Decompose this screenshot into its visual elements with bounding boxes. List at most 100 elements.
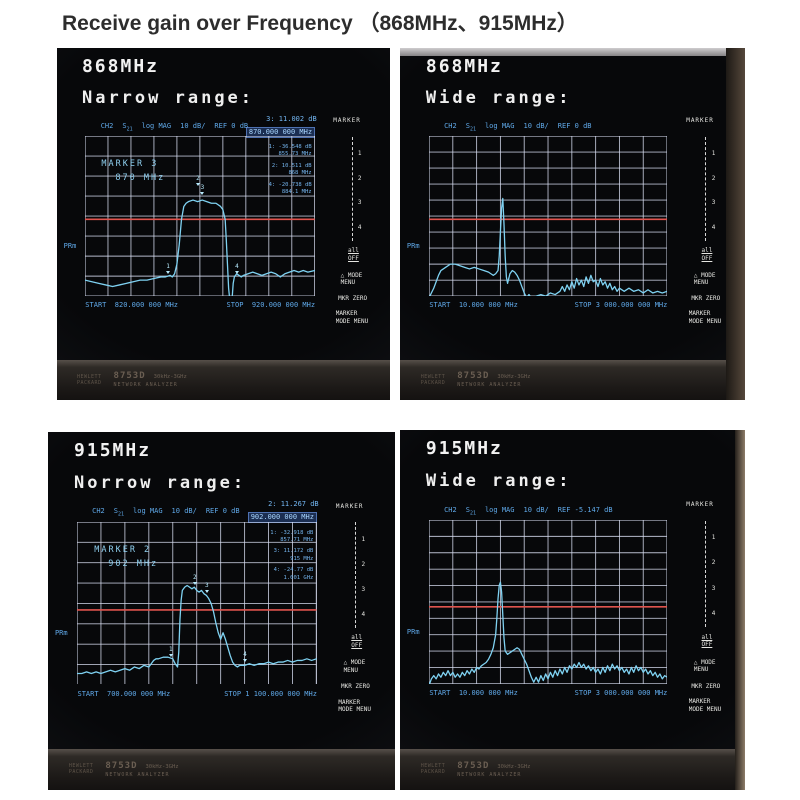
freq-label: 868MHz xyxy=(425,55,503,77)
model-number: 8753D xyxy=(457,371,490,382)
model-number: 8753D xyxy=(457,760,490,771)
softkey-dashed-line xyxy=(355,522,357,629)
model-block: 8753D 30kHz-3GHz NETWORK ANALYZER xyxy=(457,761,530,778)
marker-readout-list: 1: -36.548 dB 855.73 MHz 2: 10.511 dB 868 … xyxy=(269,144,312,201)
softkey-all-off: all OFF xyxy=(348,247,359,262)
softkey-all-off-line2: OFF xyxy=(701,641,713,649)
softkey-marker-title: MARKER xyxy=(686,501,714,508)
range-label: Wide range: xyxy=(425,88,572,109)
s-parameter-subscript: 21 xyxy=(469,126,476,133)
channel-label: CH2 xyxy=(444,122,457,131)
format-label: log MAG xyxy=(484,505,515,514)
softkey-marker-mode-menu: MARKER MODE MENU xyxy=(338,699,371,714)
format-label: log MAG xyxy=(133,507,163,516)
photo-868-narrow: 868MHz Narrow range: CH2 S21 log MAG 10 dB/… xyxy=(57,48,390,400)
marker-id-label: MARKER 2 902 MHz xyxy=(94,543,158,572)
pr-annotation: PRm xyxy=(54,628,68,637)
scale-label: 10 dB/ xyxy=(171,507,197,516)
door-background xyxy=(734,430,745,790)
softkey-dashed-line xyxy=(705,520,707,628)
softkey-marker-title: MARKER xyxy=(333,117,361,125)
s-parameter-label: S21 xyxy=(113,507,125,518)
readout-value: 4: -24.77 dB xyxy=(273,567,314,574)
maker-line2: PACKARD xyxy=(68,769,94,776)
marker-id-line1: MARKER 3 xyxy=(101,158,159,169)
maker-line1: HEWLETT xyxy=(68,763,94,770)
readout-value: 1: -36.548 dB xyxy=(268,144,312,150)
marker-flag-4: 4 xyxy=(243,651,248,662)
instrument-bezel: HEWLETT PACKARD 8753D 30kHz-3GHz NETWORK A… xyxy=(400,748,735,790)
start-frequency: START 10.000 000 MHz xyxy=(429,689,518,698)
softkey-delta-mode-line2: MENU xyxy=(693,666,709,674)
softkey-marker-mode-line1: MARKER xyxy=(688,698,711,706)
softkey-all-off-line2: OFF xyxy=(351,641,363,649)
readout-freq: 1.001 GHz xyxy=(283,574,314,581)
softkey-marker-mode-line1: MARKER xyxy=(335,310,358,318)
scale-label: 10 dB/ xyxy=(523,505,549,514)
readout-item: 1: -32.918 dB 857.71 MHz xyxy=(270,530,313,545)
softkey-all-off-line1: all xyxy=(351,634,363,642)
hp-logo: HEWLETT PACKARD xyxy=(421,374,446,386)
readout-item: 1: -36.548 dB 855.73 MHz xyxy=(269,144,312,159)
readout-item: 4: -24.77 dB 1.001 GHz xyxy=(270,567,314,582)
model-number: 8753D xyxy=(113,371,146,382)
readout-freq: 884.1 MHz xyxy=(281,189,312,196)
softkey-marker-3: 3 xyxy=(357,199,362,207)
start-frequency: START 10.000 000 MHz xyxy=(429,301,518,310)
softkey-marker-4: 4 xyxy=(361,610,366,618)
photo-915-narrow: 915MHz Norrow range: CH2 S21 log MAG 10 dB/… xyxy=(48,432,395,790)
photo-868-wide: 868MHz Wide range: CH2 S21 log MAG 10 dB/RE… xyxy=(400,48,745,400)
range-label: Norrow range: xyxy=(74,472,247,493)
s-parameter: S xyxy=(113,507,118,516)
marker-flag-1: 1 xyxy=(168,646,173,657)
readout-freq: 915 MHz xyxy=(290,555,314,562)
s-parameter-subscript: 21 xyxy=(118,511,125,518)
channel-label: CH2 xyxy=(92,507,105,516)
stop-frequency: STOP 3 000.000 000 MHz xyxy=(574,301,668,310)
softkey-marker-mode-line1: MARKER xyxy=(688,310,711,318)
model-block: 8753D 30kHz-3GHz NETWORK ANALYZER xyxy=(114,371,187,388)
maker-line2: PACKARD xyxy=(420,379,446,386)
range-label: Wide range: xyxy=(425,471,572,492)
marker-flag-1: 1 xyxy=(166,263,170,274)
softkey-marker-mode-menu: MARKER MODE MENU xyxy=(336,310,369,325)
softkey-delta-mode-line2: MENU xyxy=(693,279,709,286)
maker-line2: PACKARD xyxy=(76,379,102,386)
active-marker-readout: 2: 11.267 dB xyxy=(268,500,319,509)
measurement-settings: CH2 S21 log MAG 10 dB/REF 0 dB xyxy=(410,116,600,139)
format-label: log MAG xyxy=(484,122,515,131)
marker-flag-3: 3 xyxy=(204,583,209,594)
softkey-marker-mode-line2: MODE MENU xyxy=(688,317,722,325)
softkey-marker-mode-line2: MODE MENU xyxy=(688,705,722,713)
status-line: CH2 S21 log MAG 10 dB/REF -5.147 dB xyxy=(410,500,669,523)
softkey-marker-1: 1 xyxy=(711,150,716,158)
readout-freq: 855.73 MHz xyxy=(278,151,312,158)
s-parameter: S xyxy=(122,122,127,131)
scale-label: 10 dB/ xyxy=(180,122,206,131)
softkey-marker-1: 1 xyxy=(357,150,362,158)
stop-frequency: STOP 3 000.000 000 MHz xyxy=(574,689,668,698)
instrument-type-label: NETWORK ANALYZER xyxy=(457,382,522,389)
instrument-top-edge xyxy=(400,48,727,57)
measurement-settings: CH2 S21 log MAG 10 dB/REF 0 dB xyxy=(67,116,257,139)
maker-line1: HEWLETT xyxy=(420,763,446,770)
hp-logo: HEWLETT PACKARD xyxy=(421,763,446,775)
softkey-menu: MARKER 1 2 3 4 all OFF △ MODE MENU MKR ZER… xyxy=(676,501,740,713)
active-marker-readout: 3: 11.002 dB xyxy=(266,115,317,124)
page-title: Receive gain over Frequency （868MHz、915M… xyxy=(62,12,578,35)
softkey-mkr-zero: MKR ZERO xyxy=(338,295,368,302)
softkey-menu: MARKER 1 2 3 4 all OFF △ MODE MENU MKR ZER… xyxy=(323,117,385,325)
instrument-bezel: HEWLETT PACKARD 8753D 30kHz-3GHz NETWORK A… xyxy=(48,748,395,790)
sweep-range-line: START 10.000 000 MHz STOP 3 000.000 000 … xyxy=(429,301,667,309)
instrument-bezel: HEWLETT PACKARD 8753D 30kHz-3GHz NETWORK A… xyxy=(400,359,727,400)
softkey-marker-2: 2 xyxy=(711,174,716,182)
hp-logo: HEWLETT PACKARD xyxy=(69,763,94,775)
softkey-all-off-line1: all xyxy=(348,247,359,254)
frequency-range-label: 30kHz-3GHz xyxy=(497,374,531,381)
marker-id-line2: 870 MHz xyxy=(115,173,166,184)
softkey-marker-3: 3 xyxy=(711,584,716,592)
frequency-range-label: 30kHz-3GHz xyxy=(153,374,187,381)
door-background xyxy=(726,48,745,400)
s-parameter: S xyxy=(465,505,470,514)
